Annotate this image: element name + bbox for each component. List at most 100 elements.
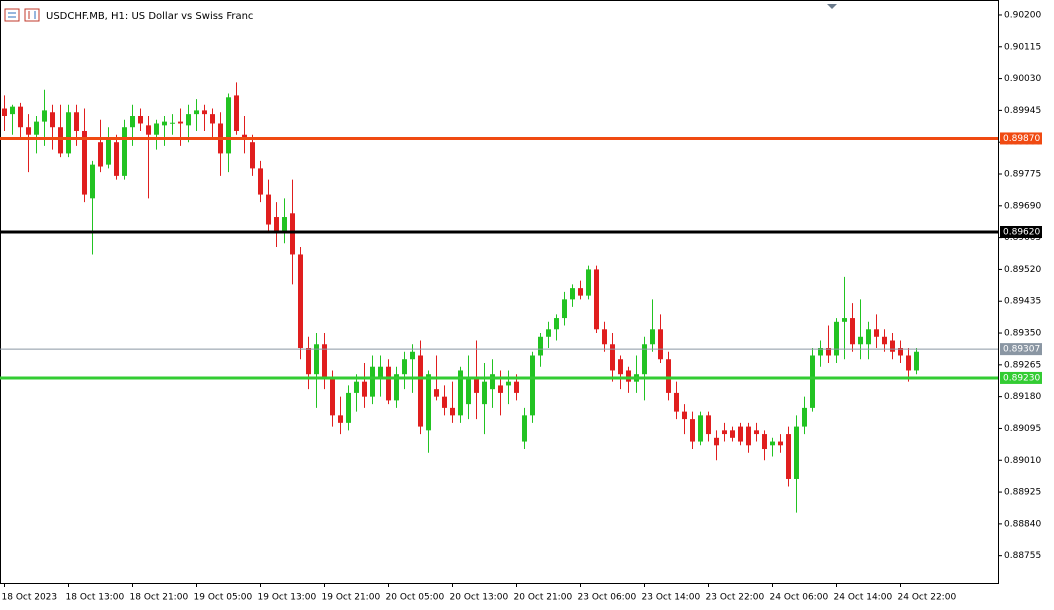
candle-body — [18, 106, 23, 128]
candle-body — [794, 426, 799, 479]
candle-body — [770, 441, 775, 446]
candle-body — [162, 121, 167, 126]
candle-body — [738, 426, 743, 442]
candle-body — [202, 110, 207, 115]
candle-body — [602, 329, 607, 345]
candle-body — [802, 407, 807, 427]
x-tick-label: 24 Oct 06:00 — [770, 593, 829, 603]
chart-icon — [4, 8, 40, 22]
x-tick-label: 23 Oct 14:00 — [642, 593, 701, 603]
candle-body — [58, 127, 63, 154]
candle-body — [482, 381, 487, 405]
price-level-label: 0.89230 — [1003, 373, 1040, 383]
x-tick-label: 20 Oct 21:00 — [514, 593, 573, 603]
y-tick-label: 0.89435 — [1004, 297, 1041, 307]
candle-body — [130, 116, 135, 128]
candle-body — [610, 344, 615, 371]
candle-body — [874, 329, 879, 337]
candle-body — [26, 127, 31, 135]
candle-body — [506, 381, 511, 386]
candle-body — [778, 441, 783, 446]
y-tick-label: 0.89095 — [1004, 424, 1041, 434]
candle-body — [458, 370, 463, 416]
candle-body — [818, 348, 823, 356]
price-level-tag — [1000, 371, 1042, 384]
candle-body — [210, 114, 215, 124]
candle-body — [354, 381, 359, 393]
x-tick-label: 23 Oct 22:00 — [706, 593, 765, 603]
x-tick-label: 23 Oct 06:00 — [578, 593, 637, 603]
candle-body — [762, 434, 767, 450]
candle-body — [474, 377, 479, 393]
y-tick-label: 0.89690 — [1004, 201, 1041, 211]
candle-body — [490, 374, 495, 390]
candle-body — [714, 437, 719, 446]
candle-body — [290, 213, 295, 255]
shift-marker — [827, 4, 837, 9]
candle-body — [434, 389, 439, 397]
price-level-tag — [1000, 132, 1042, 145]
candle-body — [706, 415, 711, 435]
candle-body — [554, 318, 559, 330]
candle-body — [346, 392, 351, 423]
candle-body — [338, 415, 343, 423]
chart-title: USDCHF.MB, H1: US Dollar vs Swiss Franc — [46, 11, 253, 22]
candle-body — [234, 95, 239, 131]
candle-body — [666, 359, 671, 393]
y-tick-label: 0.88840 — [1004, 519, 1041, 529]
candle-body — [394, 374, 399, 401]
candle-body — [386, 366, 391, 401]
candle-body — [154, 123, 159, 135]
candle-body — [498, 385, 503, 393]
candle-body — [138, 116, 143, 124]
x-tick-label: 18 Oct 13:00 — [66, 593, 125, 603]
candle-body — [914, 351, 919, 371]
candle-body — [106, 138, 111, 165]
candle-body — [66, 112, 71, 154]
x-tick-label: 20 Oct 13:00 — [450, 593, 509, 603]
candle-body — [258, 168, 263, 195]
y-tick-label: 0.89010 — [1004, 456, 1041, 466]
candle-body — [226, 97, 231, 154]
candle-body — [698, 415, 703, 442]
y-tick-label: 0.89605 — [1004, 233, 1041, 243]
candle-body — [658, 329, 663, 360]
candle-body — [402, 359, 407, 375]
price-level-label: 0.89870 — [1003, 134, 1040, 144]
candle-body — [522, 415, 527, 442]
candle-body — [674, 392, 679, 412]
candle-body — [650, 329, 655, 345]
candle-body — [450, 407, 455, 416]
candle-body — [90, 164, 95, 199]
candle-body — [578, 288, 583, 296]
candle-body — [114, 142, 119, 176]
price-level-label: 0.89620 — [1003, 228, 1040, 238]
candle-body — [250, 142, 255, 169]
candle-body — [466, 377, 471, 405]
candle-body — [330, 377, 335, 416]
candle-body — [890, 340, 895, 352]
candle-body — [882, 336, 887, 345]
candle-body — [122, 127, 127, 176]
candle-body — [906, 355, 911, 371]
y-tick-label: 0.89775 — [1004, 170, 1041, 180]
price-level-tag — [1000, 226, 1042, 239]
x-tick-label: 18 Oct 2023 — [2, 593, 58, 603]
y-tick-label: 0.89180 — [1004, 392, 1041, 402]
candle-body — [362, 381, 367, 397]
y-tick-label: 0.90200 — [1004, 10, 1041, 20]
candle-body — [642, 344, 647, 375]
x-tick-label: 19 Oct 21:00 — [322, 593, 381, 603]
candle-body — [810, 355, 815, 408]
candle-body — [514, 381, 519, 393]
candle-body — [370, 366, 375, 397]
y-tick-label: 0.89520 — [1004, 265, 1041, 275]
candle-body — [826, 348, 831, 356]
y-tick-label: 0.88925 — [1004, 488, 1041, 498]
y-tick-label: 0.89945 — [1004, 106, 1041, 116]
candle-body — [730, 430, 735, 438]
candle-body — [82, 130, 87, 195]
candle-body — [746, 426, 751, 446]
candle-body — [274, 217, 279, 233]
